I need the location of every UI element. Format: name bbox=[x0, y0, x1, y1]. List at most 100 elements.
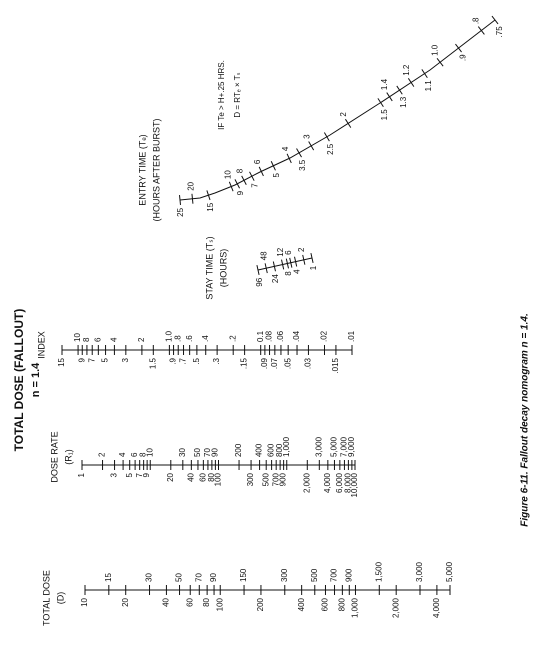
tick-mark bbox=[191, 193, 194, 204]
tick-label: 8 bbox=[82, 337, 91, 342]
tick-label: 1.0 bbox=[430, 44, 439, 56]
tick-label: 1 bbox=[77, 472, 86, 477]
scale-unit: (HOURS) bbox=[218, 249, 228, 288]
scale-line bbox=[257, 257, 313, 271]
tick-label: 50 bbox=[193, 448, 202, 457]
tick-label: 2 bbox=[137, 337, 146, 342]
annotation: IF Te > H+.25 HRS. bbox=[217, 60, 226, 130]
tick-label: .05 bbox=[283, 357, 292, 369]
tick-label: 200 bbox=[256, 597, 265, 611]
tick-mark bbox=[377, 98, 384, 108]
tick-label: .8 bbox=[472, 17, 481, 24]
tick-label: 70 bbox=[203, 448, 212, 457]
tick-label: 12 bbox=[276, 247, 285, 256]
tick-mark bbox=[436, 57, 444, 67]
tick-mark bbox=[256, 265, 260, 275]
scale-line bbox=[179, 19, 496, 201]
tick-label: 1.2 bbox=[402, 64, 411, 76]
tick-label: 7 bbox=[87, 357, 96, 362]
tick-label: 4,000 bbox=[323, 472, 332, 493]
tick-label: .2 bbox=[228, 335, 237, 342]
tick-label: 4 bbox=[281, 146, 290, 151]
tick-mark bbox=[344, 118, 352, 128]
tick-label: 5 bbox=[272, 172, 281, 177]
tick-label: 3 bbox=[302, 134, 311, 139]
scale-name: DOSE RATE bbox=[49, 431, 59, 482]
tick-label: 24 bbox=[271, 274, 280, 283]
tick-mark bbox=[281, 259, 285, 270]
tick-label: 900 bbox=[344, 568, 353, 582]
tick-label: 3,000 bbox=[415, 561, 424, 582]
tick-label: .9 bbox=[458, 54, 467, 61]
tick-mark bbox=[272, 261, 276, 272]
tick-mark bbox=[308, 141, 315, 151]
tick-label: 600 bbox=[267, 443, 276, 457]
tick-label: 25 bbox=[176, 207, 185, 216]
tick-label: .15 bbox=[240, 357, 249, 369]
tick-mark bbox=[234, 179, 241, 189]
tick-label: .6 bbox=[185, 335, 194, 342]
tick-label: 1,500 bbox=[374, 561, 383, 582]
tick-label: 400 bbox=[255, 443, 264, 457]
title: TOTAL DOSE (FALLOUT) bbox=[12, 309, 26, 452]
tick-label: 500 bbox=[261, 472, 270, 486]
tick-label: .4 bbox=[201, 335, 210, 342]
tick-label: 9 bbox=[142, 472, 151, 477]
tick-label: 500 bbox=[310, 568, 319, 582]
tick-label: 3 bbox=[121, 357, 130, 362]
tick-label: 700 bbox=[330, 568, 339, 582]
tick-label: 10 bbox=[145, 448, 154, 457]
tick-label: 1,000 bbox=[351, 597, 360, 618]
tick-label: 4 bbox=[110, 337, 119, 342]
tick-label: 4,000 bbox=[432, 597, 441, 618]
tick-label: 1 bbox=[309, 265, 318, 270]
tick-label: 9 bbox=[236, 190, 245, 195]
tick-label: 1.3 bbox=[399, 96, 408, 108]
tick-label: 4 bbox=[118, 452, 127, 457]
scale-name: INDEX bbox=[36, 331, 46, 359]
tick-label: 5 bbox=[125, 472, 134, 477]
tick-label: 2.5 bbox=[326, 143, 335, 155]
tick-label: 60 bbox=[198, 472, 207, 481]
tick-label: 3,000 bbox=[314, 436, 323, 457]
tick-label: .75 bbox=[495, 26, 504, 38]
tick-label: 6,000 bbox=[335, 472, 344, 493]
tick-label: .03 bbox=[304, 357, 313, 369]
tick-label: 300 bbox=[246, 472, 255, 486]
tick-label: 15 bbox=[57, 357, 66, 366]
tick-label: 15 bbox=[104, 573, 113, 582]
tick-label: 5,000 bbox=[445, 561, 454, 582]
tick-label: 4 bbox=[292, 269, 301, 274]
tick-mark bbox=[228, 181, 234, 192]
tick-label: 800 bbox=[275, 443, 284, 457]
tick-mark bbox=[396, 85, 403, 95]
tick-label: 7 bbox=[135, 472, 144, 477]
tick-label: .09 bbox=[260, 357, 269, 369]
tick-label: .06 bbox=[276, 330, 285, 342]
tick-label: 10 bbox=[73, 333, 82, 342]
tick-label: 96 bbox=[255, 277, 264, 286]
tick-label: 30 bbox=[178, 448, 187, 457]
tick-mark bbox=[296, 148, 302, 158]
tick-mark bbox=[206, 190, 211, 201]
tick-label: 7,000 bbox=[340, 436, 349, 457]
tick-label: .9 bbox=[169, 357, 178, 364]
tick-label: 8 bbox=[235, 168, 244, 173]
tick-label: 2 bbox=[297, 247, 306, 252]
tick-label: 48 bbox=[260, 251, 269, 260]
tick-label: 1.0 bbox=[164, 330, 173, 342]
tick-label: 20 bbox=[166, 472, 175, 481]
tick-mark bbox=[286, 153, 292, 164]
tick-label: .8 bbox=[173, 335, 182, 342]
tick-label: 50 bbox=[175, 573, 184, 582]
tick-mark bbox=[294, 256, 298, 267]
tick-label: 70 bbox=[194, 573, 203, 582]
tick-label: 6 bbox=[93, 337, 102, 342]
tick-label: 40 bbox=[186, 472, 195, 481]
caption: Figure 6-11. Fallout decay nomogram n = … bbox=[520, 313, 531, 526]
tick-label: 2,000 bbox=[302, 472, 311, 493]
tick-label: .02 bbox=[320, 330, 329, 342]
tick-label: 2,000 bbox=[391, 597, 400, 618]
tick-label: 6 bbox=[284, 250, 293, 255]
